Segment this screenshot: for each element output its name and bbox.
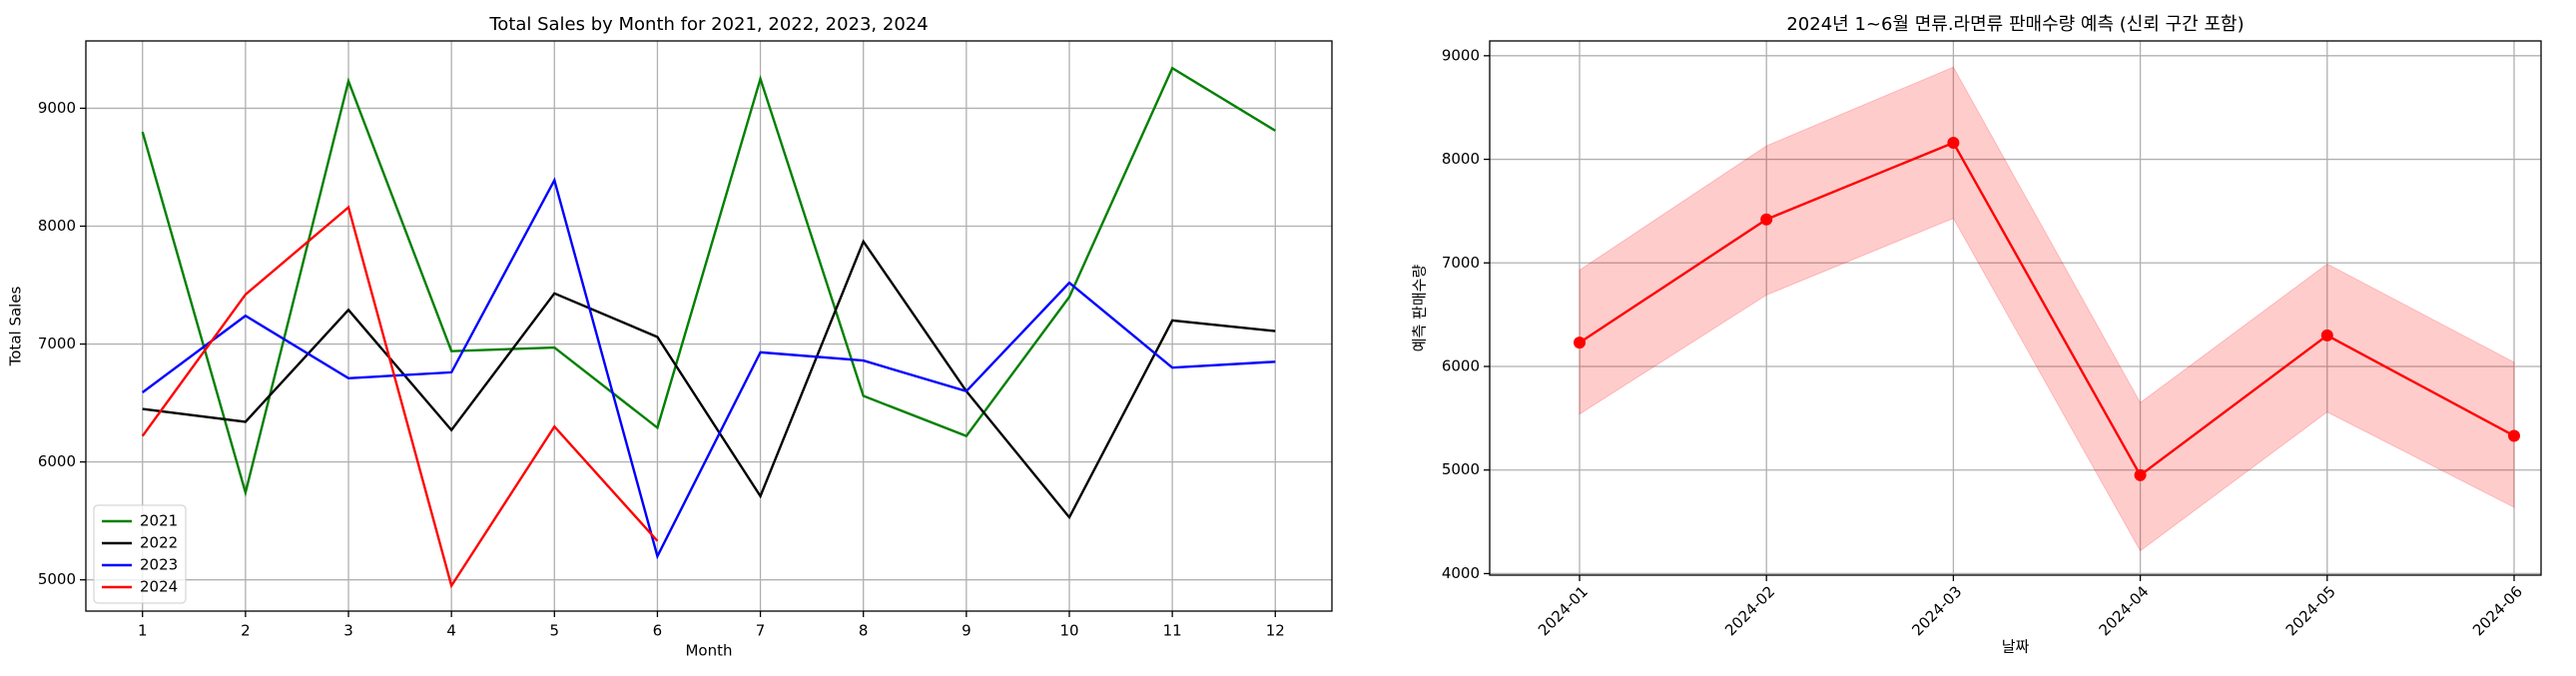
x-tick-label: 7 [756,622,766,640]
y-tick-label: 8000 [1442,150,1480,168]
x-tick-label: 11 [1163,622,1182,640]
y-tick-label: 9000 [38,99,76,117]
x-tick-label: 2024-06 [2469,582,2526,639]
axes-frame [1489,40,2542,576]
x-tick-label: 5 [550,622,560,640]
y-tick-label: 5000 [1442,460,1480,478]
series-line [142,239,1276,520]
x-tick-label: 9 [962,622,971,640]
point [2134,468,2147,481]
legend-label: 2021 [140,512,178,530]
legend-label: 2023 [140,556,178,574]
x-tick-label: 2024-04 [2096,582,2153,639]
x-tick-label: 2024-02 [1721,582,1778,639]
y-tick-label: 9000 [1442,46,1480,64]
x-tick-label: 2024-03 [1908,582,1965,639]
x-tick-label: 2 [241,622,251,640]
y-axis-label: Total Sales [7,286,25,366]
x-tick-label: 1 [138,622,148,640]
y-tick-label: 7000 [1442,254,1480,272]
x-tick-label: 2024-05 [2282,582,2339,639]
legend-box [93,504,187,604]
point [1574,337,1586,349]
x-axis-label: Month [685,642,732,660]
x-tick-label: 6 [653,622,663,640]
point [1947,136,1960,149]
y-tick-label: 5000 [38,570,76,588]
y-axis-label: 예측 판매수량 [1411,265,1429,352]
point [2508,429,2520,442]
x-axis-label: 날짜 [2002,638,2030,656]
series-line [1579,141,2515,477]
point [1760,213,1773,226]
x-tick-label: 8 [859,622,869,640]
y-tick-label: 7000 [38,335,76,352]
x-tick-label: 2024-01 [1535,582,1592,639]
axes-frame [85,40,1333,612]
y-tick-label: 6000 [1442,356,1480,374]
legend-label: 2024 [140,578,178,596]
legend-label: 2022 [140,534,178,552]
point [2320,329,2333,341]
x-tick-label: 3 [343,622,353,640]
chart-title: Total Sales by Month for 2021, 2022, 202… [488,14,928,35]
x-tick-label: 10 [1059,622,1078,640]
y-tick-label: 4000 [1442,564,1480,582]
x-tick-label: 12 [1266,622,1285,640]
series-line [141,66,1276,497]
series-line [141,205,659,589]
y-tick-label: 6000 [38,452,76,470]
chart-title: 2024년 1~6월 면류.라면류 판매수량 예측 (신뢰 구간 포함) [1786,14,2244,35]
x-tick-label: 4 [446,622,456,640]
y-tick-label: 8000 [38,217,76,235]
series-line [142,177,1276,560]
